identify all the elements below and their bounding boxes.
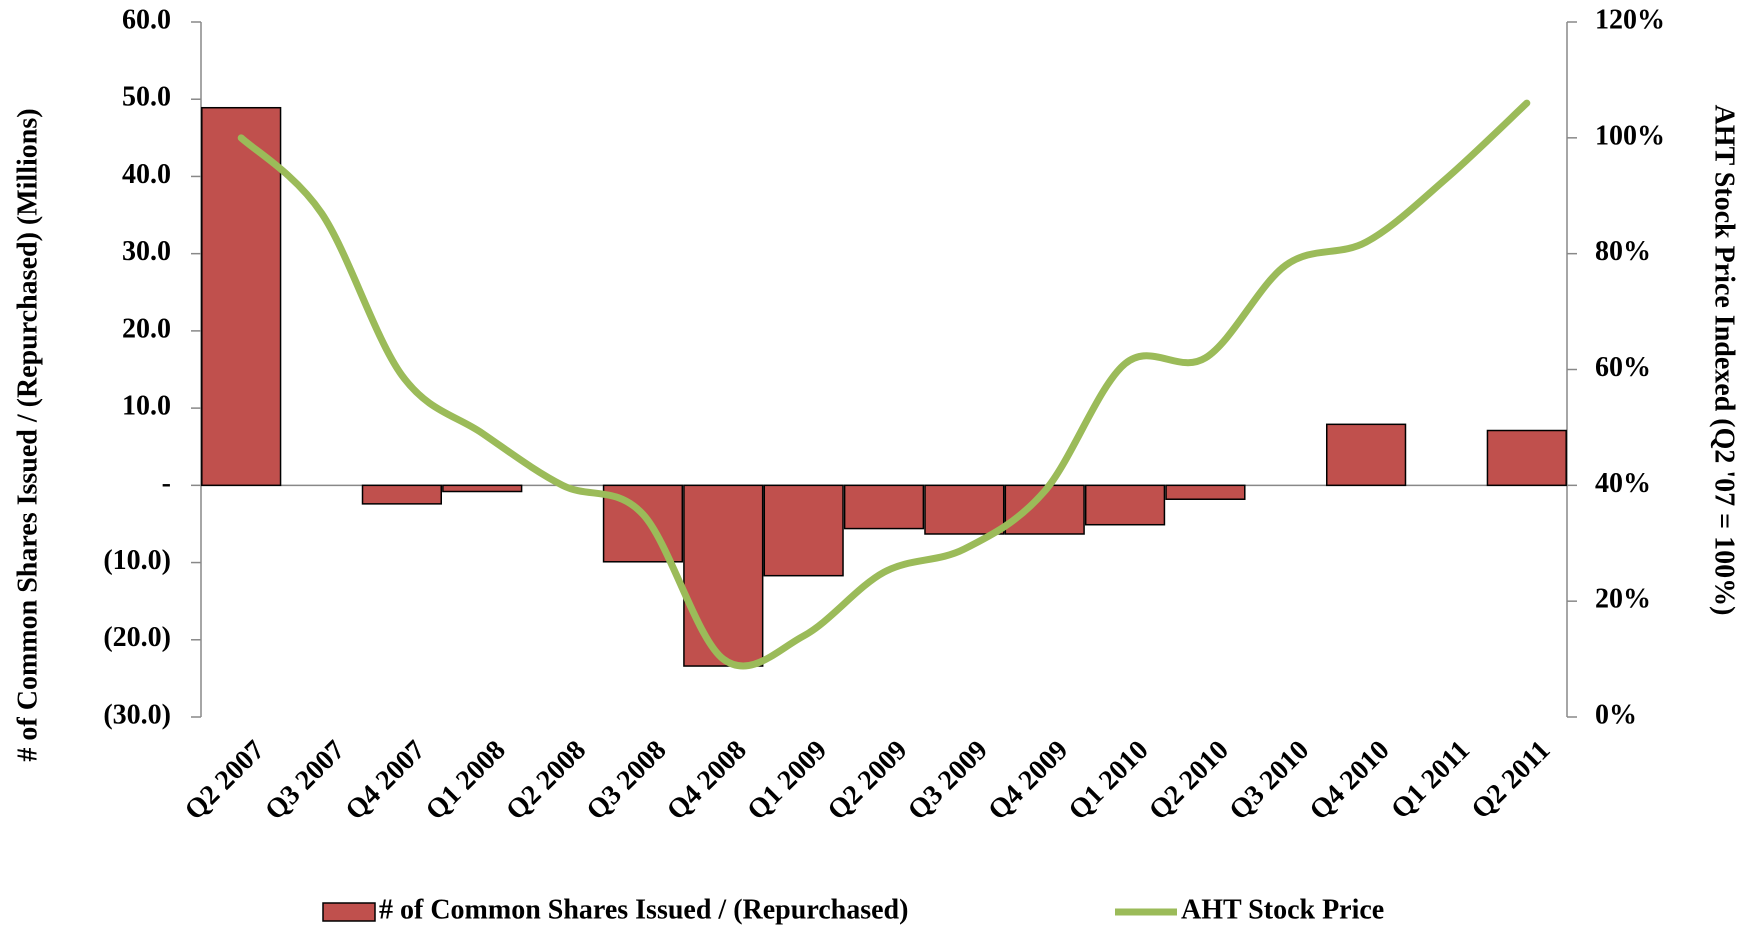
legend-label: AHT Stock Price	[1181, 894, 1384, 925]
y2-tick-label: 40%	[1595, 468, 1651, 499]
y2-tick-label: 60%	[1595, 352, 1651, 383]
x-tick-label: Q4 2007	[340, 735, 432, 827]
x-tick-label: Q1 2009	[741, 735, 833, 827]
x-tick-label: Q4 2010	[1304, 735, 1396, 827]
x-tick-label: Q3 2009	[902, 735, 994, 827]
x-tick-label: Q4 2009	[982, 735, 1074, 827]
x-tick-label: Q2 2009	[822, 735, 914, 827]
bar	[924, 484, 1005, 535]
y-tick-label: 50.0	[122, 82, 171, 113]
bar	[683, 484, 764, 667]
y2-tick-label: 100%	[1595, 120, 1665, 151]
x-tick-label: Q3 2007	[259, 735, 351, 827]
x-tick-label: Q4 2008	[661, 735, 753, 827]
y-tick-label: 60.0	[122, 4, 171, 35]
y-tick-label: (20.0)	[103, 622, 171, 653]
x-tick-label: Q2 2007	[179, 735, 271, 827]
y2-tick-label: 20%	[1595, 584, 1651, 615]
x-tick-label: Q2 2008	[500, 735, 592, 827]
line	[237, 99, 1531, 670]
bar	[763, 484, 844, 577]
x-tick-label: Q1 2008	[420, 735, 512, 827]
y-tick-label: (10.0)	[103, 545, 171, 576]
y-tick-label: 40.0	[122, 159, 171, 190]
bar	[1165, 484, 1246, 500]
bar	[1084, 484, 1166, 526]
bar	[1486, 429, 1567, 487]
x-tick-label: Q2 2010	[1143, 735, 1235, 827]
bar	[442, 484, 523, 493]
y2-axis-title: AHT Stock Price Indexed (Q2 '07 = 100%)	[1709, 105, 1740, 616]
bar	[201, 106, 282, 487]
bar	[1325, 423, 1407, 487]
bar	[843, 484, 925, 530]
bar	[361, 484, 443, 505]
x-tick-label: Q3 2008	[581, 735, 673, 827]
legend-swatch	[322, 902, 376, 922]
y-axis-title: # of Common Shares Issued / (Repurchased…	[12, 108, 43, 761]
y2-tick-label: 0%	[1595, 699, 1637, 730]
y-tick-label: (30.0)	[103, 699, 171, 730]
y-tick-label: 30.0	[122, 236, 171, 267]
legend-label: # of Common Shares Issued / (Repurchased…	[379, 894, 908, 925]
y-tick-label: -	[162, 468, 171, 499]
x-tick-label: Q2 2011	[1466, 735, 1557, 826]
x-tick-label: Q1 2011	[1385, 735, 1476, 826]
y-tick-label: 10.0	[122, 391, 171, 422]
y2-tick-label: 80%	[1595, 236, 1651, 267]
y-tick-label: 20.0	[122, 313, 171, 344]
y2-tick-label: 120%	[1595, 4, 1665, 35]
x-tick-label: Q1 2010	[1063, 735, 1155, 827]
x-tick-label: Q3 2010	[1223, 735, 1315, 827]
